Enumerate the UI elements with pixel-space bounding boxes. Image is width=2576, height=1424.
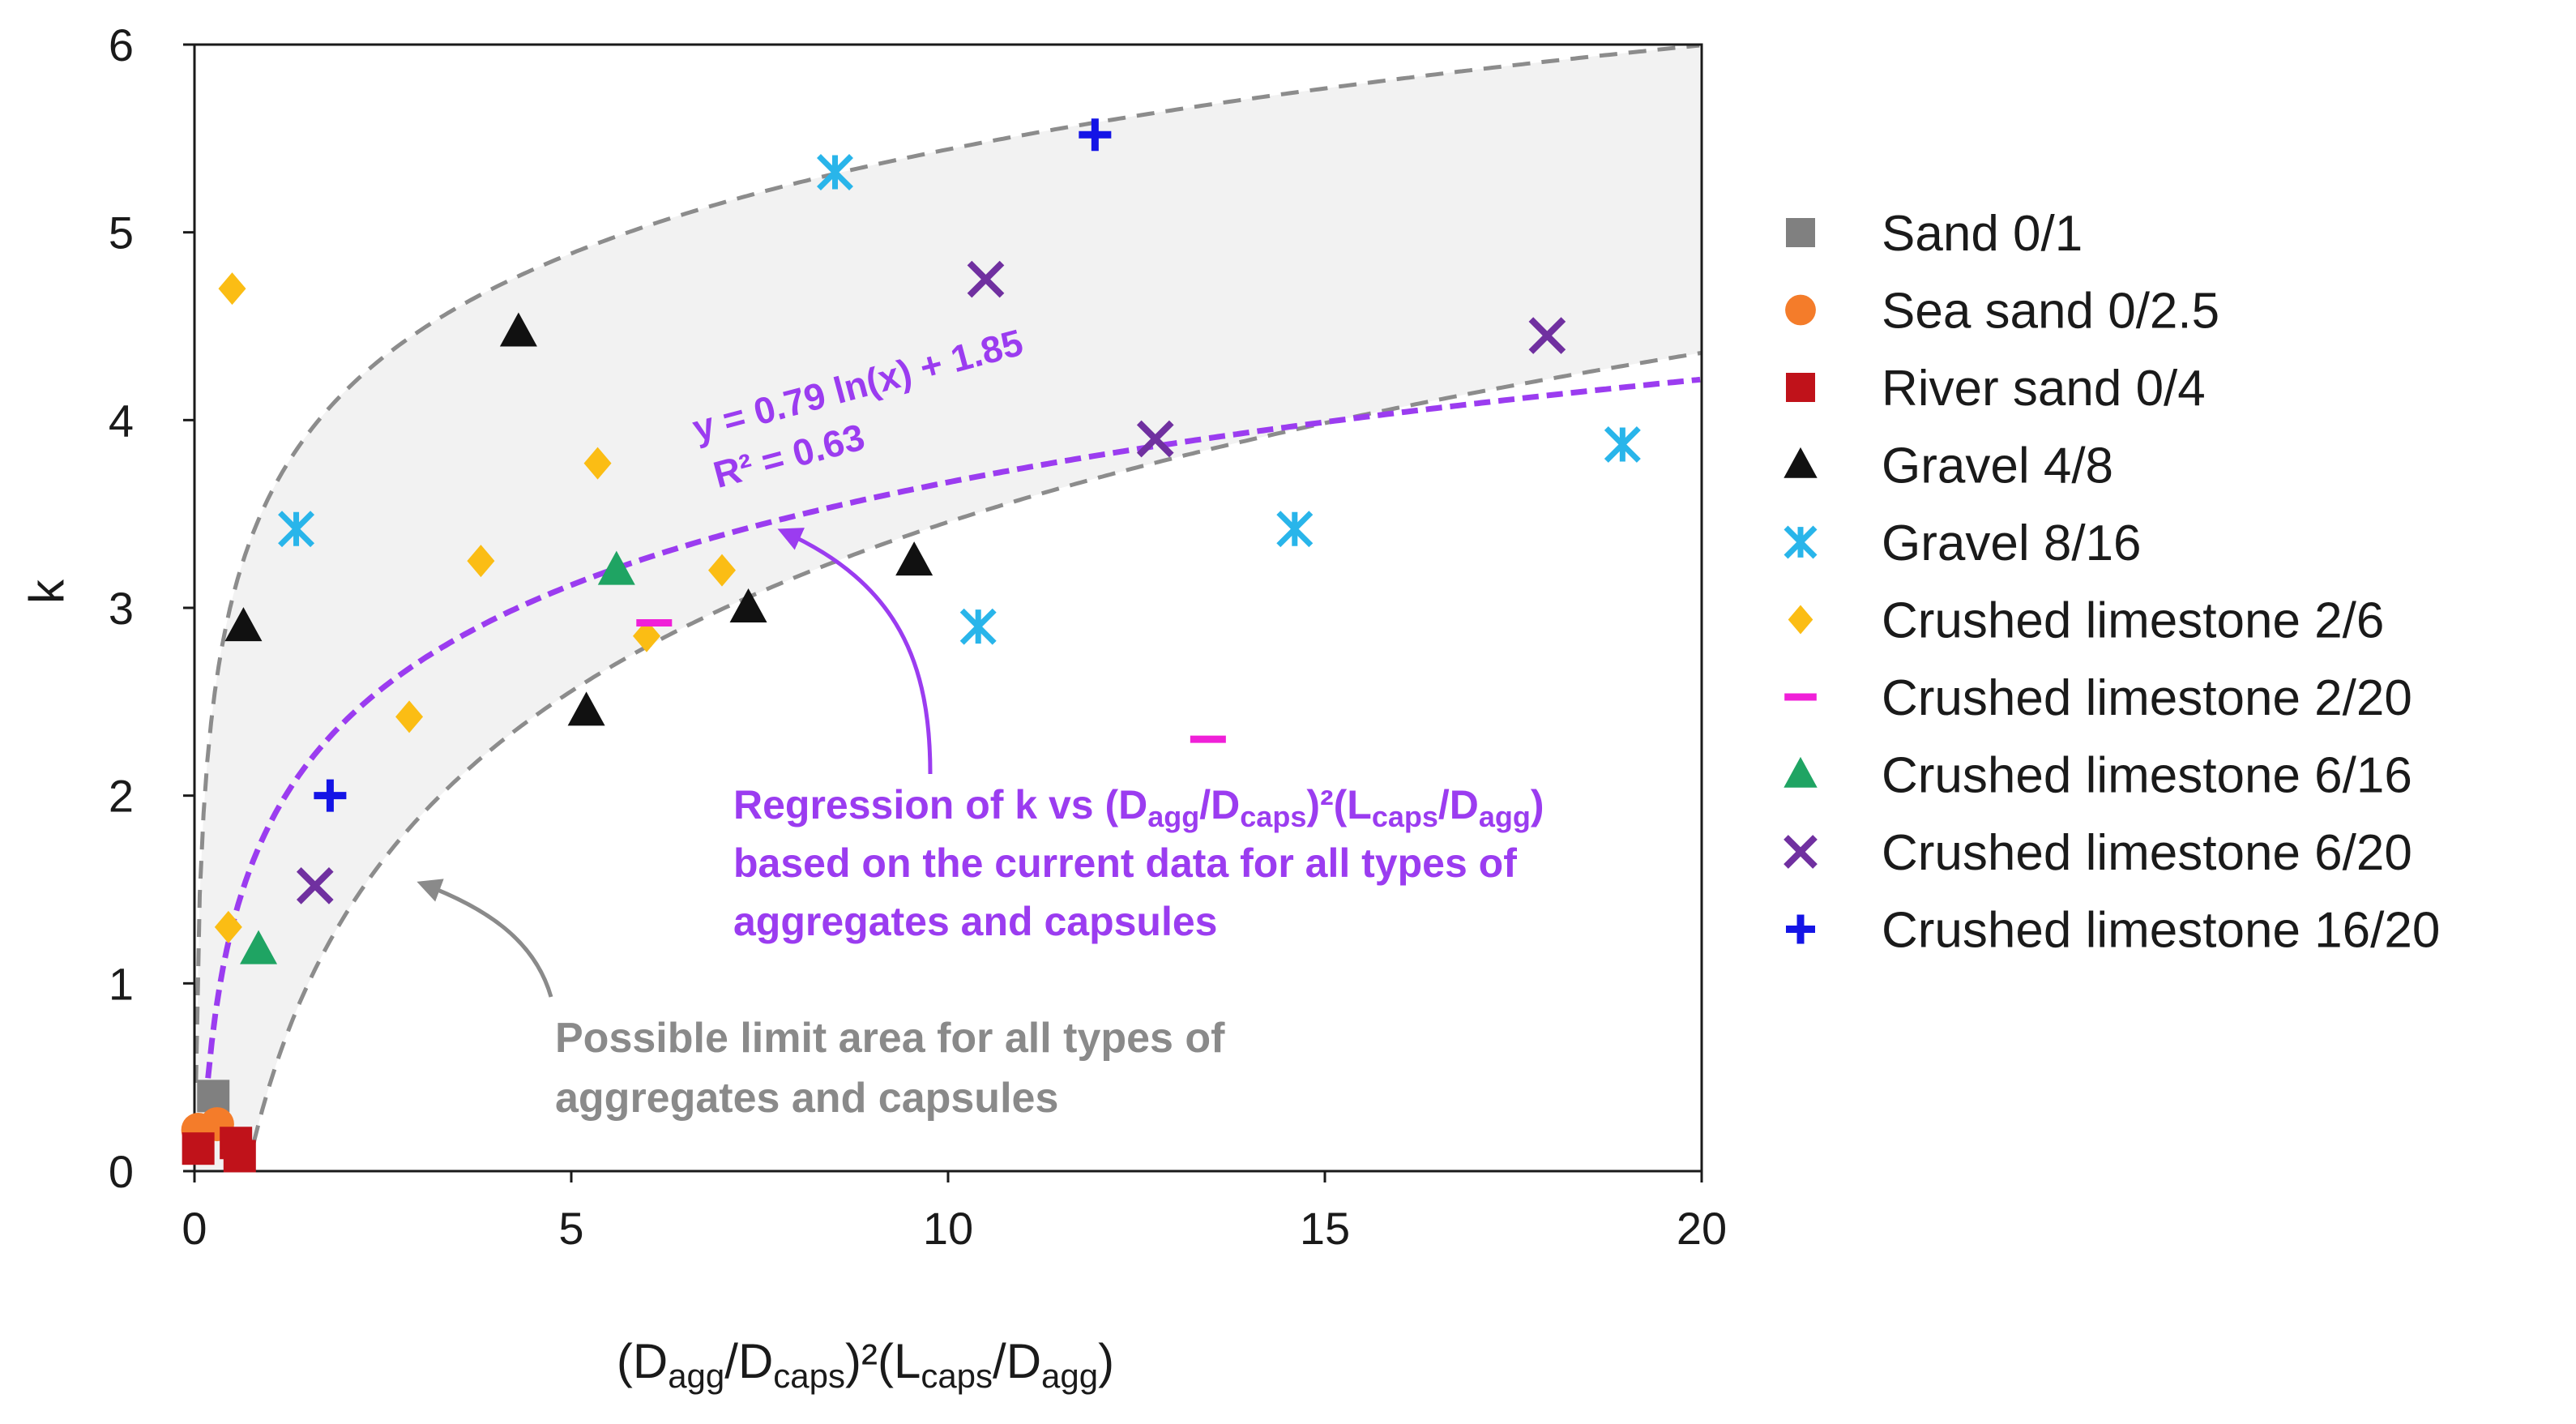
limit-area-fill [195,45,1702,1172]
y-axis-ticks: 0 1 2 3 4 5 6 [109,19,194,1197]
legend-label: Crushed limestone 6/16 [1882,748,2412,804]
data-point [467,545,495,578]
legend: Sand 0/1 Sea sand 0/2.5 River sand 0/4 Grav… [1784,206,2440,959]
legend-marker [1786,373,1815,402]
legend-label: Gravel 4/8 [1882,438,2113,494]
regression-annotation-arrow [777,528,933,775]
data-point [597,550,635,585]
data-point [314,779,347,812]
y-tick-label: 4 [109,395,134,446]
legend-label: Crushed limestone 6/20 [1882,825,2412,881]
data-point [895,541,933,576]
data-point [296,867,334,904]
y-tick-label: 5 [109,207,134,259]
y-tick-label: 0 [109,1146,134,1197]
lower-limit-curve [245,350,1702,1172]
x-tick-label: 15 [1300,1203,1350,1254]
data-point [708,554,736,587]
x-tick-label: 10 [923,1203,973,1254]
legend-marker [1788,605,1813,635]
x-tick-label: 0 [182,1203,207,1254]
y-tick-label: 3 [109,583,134,634]
upper-limit-curve [194,43,1700,1084]
y-tick-label: 1 [109,958,134,1009]
legend-marker [1784,525,1818,559]
data-point [395,700,424,733]
data-point [729,588,767,622]
legend-label: Crushed limestone 2/20 [1882,670,2412,726]
data-point [1136,420,1174,458]
data-point [1528,317,1566,354]
legend-marker [1785,294,1816,326]
data-point [240,930,278,964]
legend-marker [1786,914,1815,944]
x-tick-label: 20 [1677,1203,1727,1254]
data-point [633,619,660,652]
data-point [817,154,853,191]
legend-marker [1784,447,1818,478]
data-point [223,1140,256,1173]
y-tick-label: 6 [109,19,134,71]
limit-annotation-arrow [417,879,553,998]
regression-annotation-line2: based on the current data for all types … [733,840,1517,886]
data-point [499,312,537,347]
x-tick-label: 5 [558,1203,583,1254]
data-point [1276,511,1314,548]
legend-marker [1784,756,1818,788]
data-point [218,272,246,306]
legend-label: Crushed limestone 2/6 [1882,593,2384,649]
legend-label: Gravel 8/16 [1882,515,2142,571]
data-point [214,910,242,943]
data-point [224,607,263,642]
regression-annotation-line3: aggregates and capsules [733,899,1217,944]
legend-label: Crushed limestone 16/20 [1882,903,2440,959]
data-point [1604,425,1641,463]
data-point [959,608,997,645]
data-point [278,511,315,548]
data-point [567,691,605,726]
limit-annotation-line1: Possible limit area for all types of [555,1015,1225,1062]
data-points [181,118,1641,1173]
y-axis-label: k [19,579,74,604]
regression-curve [205,376,1701,1079]
legend-marker [1784,835,1818,869]
legend-label: Sand 0/1 [1882,206,2083,262]
legend-label: Sea sand 0/2.5 [1882,284,2219,340]
data-point [182,1132,215,1165]
x-axis-label: (Dagg/Dcaps)²(Lcaps/Dagg) [617,1334,1114,1395]
data-point [197,1080,230,1113]
limit-annotation-line2: aggregates and capsules [555,1075,1058,1122]
legend-label: River sand 0/4 [1882,361,2206,417]
data-point [1079,118,1112,152]
regression-annotation-line1: Regression of k vs (Dagg/Dcaps)²(Lcaps/D… [733,782,1544,833]
data-point [967,260,1005,298]
x-axis-ticks: 0 5 10 15 20 [182,1171,1727,1254]
legend-marker [1786,218,1815,247]
data-point [583,447,612,480]
y-tick-label: 2 [109,771,134,822]
